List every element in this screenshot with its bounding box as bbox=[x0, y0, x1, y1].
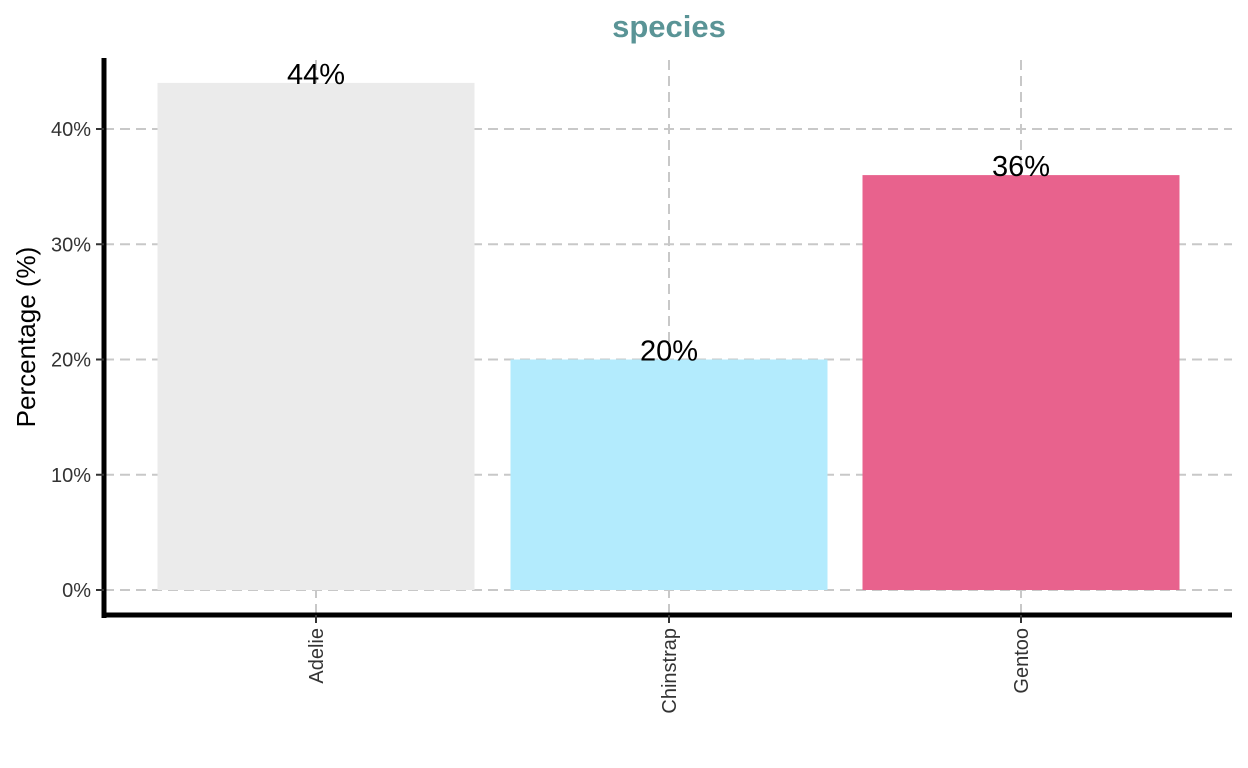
x-tick-label-adelie: Adelie bbox=[306, 628, 328, 684]
y-tick-label-0: 0% bbox=[62, 580, 91, 602]
y-tick-label-1: 10% bbox=[51, 465, 91, 487]
y-tick-label-2: 20% bbox=[51, 350, 91, 372]
data-label-adelie: 44% bbox=[287, 59, 345, 91]
x-tick-label-gentoo: Gentoo bbox=[1011, 628, 1033, 694]
data-label-chinstrap: 20% bbox=[640, 336, 698, 368]
y-tick-label-3: 30% bbox=[51, 234, 91, 256]
data-label-gentoo: 36% bbox=[992, 151, 1050, 183]
bar-gentoo bbox=[862, 175, 1180, 590]
bars bbox=[157, 82, 1180, 591]
x-tick-label-chinstrap: Chinstrap bbox=[659, 628, 681, 714]
y-axis: 0% 10% 20% 30% 40% bbox=[51, 58, 107, 618]
y-tick-label-4: 40% bbox=[51, 119, 91, 141]
bar-adelie bbox=[157, 82, 475, 591]
y-axis-label: Percentage (%) bbox=[11, 247, 41, 428]
chart-title: species bbox=[612, 9, 726, 44]
bar-chinstrap bbox=[510, 359, 828, 590]
data-labels: 44% 20% 36% bbox=[287, 59, 1050, 368]
x-axis: Adelie Chinstrap Gentoo bbox=[102, 612, 1232, 714]
